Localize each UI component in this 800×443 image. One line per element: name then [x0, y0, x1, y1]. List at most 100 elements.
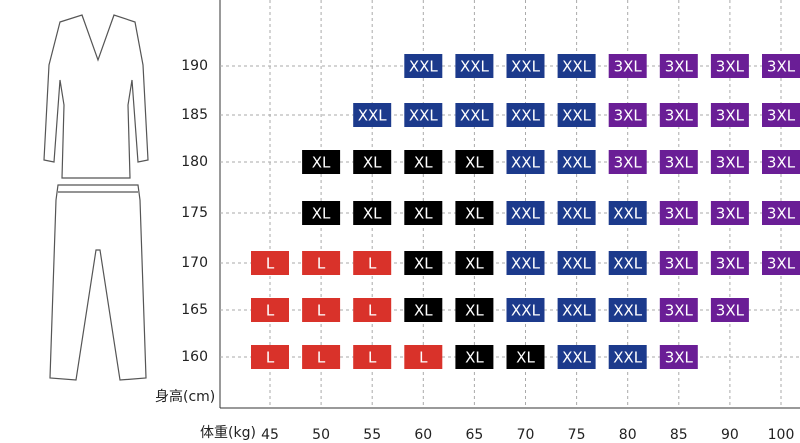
size-badge — [557, 298, 596, 322]
size-badge — [506, 251, 545, 275]
size-label: 3XL — [665, 58, 694, 76]
height-axis-label: 身高(cm) — [155, 388, 215, 405]
size-label: XXL — [562, 107, 592, 125]
size-label: 3XL — [767, 58, 796, 76]
size-badge — [251, 251, 289, 275]
size-badge — [404, 201, 443, 225]
size-label: 3XL — [716, 154, 745, 172]
size-badge — [557, 345, 596, 369]
weight-label: 80 — [619, 427, 637, 443]
size-label: XL — [465, 349, 484, 367]
size-badge — [506, 298, 545, 322]
size-badge — [455, 103, 494, 127]
size-badge — [710, 251, 749, 275]
size-badge — [557, 103, 596, 127]
size-label: XXL — [562, 58, 592, 76]
size-badge — [251, 345, 289, 369]
size-label: L — [266, 255, 275, 273]
size-badge — [710, 54, 749, 78]
height-label: 175 — [181, 205, 208, 221]
weight-label: 60 — [414, 427, 432, 443]
size-label: XXL — [460, 107, 490, 125]
size-badge — [455, 150, 494, 174]
size-label: XXL — [562, 205, 592, 223]
size-badge — [557, 201, 596, 225]
height-label: 160 — [181, 349, 208, 365]
size-label: L — [317, 349, 326, 367]
size-label: 3XL — [665, 154, 694, 172]
size-badge — [506, 54, 545, 78]
size-label: 3XL — [614, 154, 643, 172]
size-label: 3XL — [665, 349, 694, 367]
size-badge — [506, 345, 545, 369]
size-badge — [557, 54, 596, 78]
weight-label: 65 — [465, 427, 483, 443]
size-badge — [455, 201, 494, 225]
size-badge — [659, 201, 698, 225]
size-badge — [302, 345, 341, 369]
size-label: 3XL — [767, 255, 796, 273]
size-badge — [404, 298, 443, 322]
height-label: 180 — [181, 154, 208, 170]
size-badge — [608, 54, 647, 78]
size-label: 3XL — [716, 58, 745, 76]
size-label: XXL — [562, 255, 592, 273]
size-label: XXL — [511, 107, 541, 125]
size-badge — [762, 201, 800, 225]
size-badge — [762, 251, 800, 275]
size-label: XL — [414, 302, 433, 320]
size-badge — [302, 298, 341, 322]
size-label: XXL — [511, 255, 541, 273]
size-label: L — [368, 255, 377, 273]
size-label: 3XL — [767, 205, 796, 223]
size-label: XL — [414, 205, 433, 223]
size-label: 3XL — [716, 107, 745, 125]
size-label: XXL — [511, 154, 541, 172]
size-badge — [608, 345, 647, 369]
clothing-illustration — [43, 14, 149, 381]
size-label: L — [368, 349, 377, 367]
size-badge — [710, 298, 749, 322]
size-badge — [302, 201, 341, 225]
size-badge — [404, 103, 443, 127]
size-badge — [353, 251, 392, 275]
size-label: L — [419, 349, 428, 367]
size-label: XL — [465, 302, 484, 320]
size-label: 3XL — [716, 255, 745, 273]
size-badge — [404, 54, 443, 78]
size-badge — [455, 54, 494, 78]
size-label: XL — [516, 349, 535, 367]
size-badge — [251, 298, 289, 322]
size-label: XL — [465, 205, 484, 223]
size-badge — [608, 251, 647, 275]
size-badge — [710, 201, 749, 225]
size-label: XXL — [409, 58, 439, 76]
size-label: XXL — [460, 58, 490, 76]
weight-label: 45 — [261, 427, 279, 443]
weight-axis-label: 体重(kg) — [200, 425, 256, 441]
weight-label: 100 — [768, 427, 795, 443]
weight-label: 90 — [721, 427, 739, 443]
size-label: 3XL — [614, 58, 643, 76]
size-label: XXL — [358, 107, 388, 125]
size-badge — [659, 298, 698, 322]
size-badge — [659, 103, 698, 127]
height-label: 170 — [181, 255, 208, 271]
size-badge — [455, 298, 494, 322]
size-label: 3XL — [665, 255, 694, 273]
size-label: XXL — [511, 302, 541, 320]
size-label: XL — [363, 154, 382, 172]
size-badge — [557, 251, 596, 275]
size-badge — [557, 150, 596, 174]
size-label: L — [266, 349, 275, 367]
size-badge — [353, 150, 392, 174]
size-badge — [762, 54, 800, 78]
size-label: XL — [465, 154, 484, 172]
size-badge — [659, 150, 698, 174]
weight-label: 55 — [363, 427, 381, 443]
size-badge — [302, 251, 341, 275]
size-label: XL — [465, 255, 484, 273]
size-badge — [353, 298, 392, 322]
size-label: 3XL — [665, 205, 694, 223]
